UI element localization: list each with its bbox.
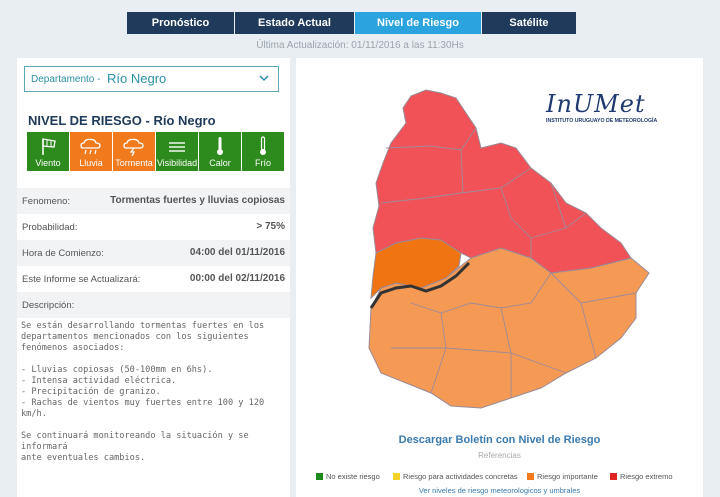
tile-frio[interactable]: Frío <box>242 132 284 171</box>
tile-label: Calor <box>209 158 231 168</box>
risk-map-panel: InUMet INSTITUTO URUGUAYO DE METEOROLOGÍ… <box>296 58 703 497</box>
wind-icon <box>42 138 56 155</box>
department-select[interactable]: Departamento - Río Negro <box>24 66 279 92</box>
tile-label: Lluvia <box>79 158 103 168</box>
tab-nivel-de-riesgo[interactable]: Nivel de Riesgo <box>355 12 481 34</box>
info-value: > 75% <box>256 221 285 232</box>
legend-swatch <box>527 473 534 480</box>
logo-title: InUMet <box>546 90 646 118</box>
tile-label: Tormenta <box>115 158 153 168</box>
thermometer-icon <box>217 137 223 155</box>
info-key: Fenomeno: <box>22 196 71 207</box>
legend-item: No existe riesgo <box>316 472 380 481</box>
info-row-probabilidad: Probabilidad: > 75% <box>17 214 290 240</box>
info-value: 00:00 del 02/11/2016 <box>189 273 285 284</box>
tile-viento[interactable]: Viento <box>27 132 69 171</box>
info-row-hora: Hora de Comienzo: 04:00 del 01/11/2016 <box>17 240 290 266</box>
description-line: - Rachas de vientos muy fuertes entre 10… <box>21 398 265 419</box>
tile-label: Visibilidad <box>156 158 198 168</box>
main-nav: Pronóstico Estado Actual Nivel de Riesgo… <box>127 12 577 34</box>
description-line: - Intensa actividad eléctrica. <box>21 376 177 386</box>
risk-description: Se están desarrollando tormentas fuertes… <box>21 321 287 464</box>
description-line: Se están desarrollando tormentas fuertes… <box>21 321 265 331</box>
map-river <box>369 261 471 309</box>
department-select-label: Departamento - <box>31 74 101 85</box>
fog-icon <box>169 142 185 152</box>
department-select-value: Río Negro <box>107 71 167 86</box>
description-line: ante eventuales cambios. <box>21 453 146 463</box>
description-line: departamentos mencionados con los siguie… <box>21 332 249 342</box>
legend-swatch <box>610 473 617 480</box>
storm-cloud-icon <box>123 138 144 156</box>
description-line: Se continuará monitoreando la situación … <box>21 431 249 452</box>
tab-estado-actual[interactable]: Estado Actual <box>235 12 354 34</box>
thermometer-icon <box>260 136 266 155</box>
legend-label: No existe riesgo <box>326 472 380 481</box>
tile-calor[interactable]: Calor <box>199 132 241 171</box>
legend-item: Riesgo importante <box>527 472 598 481</box>
legend-label: Riesgo para actividades concretas <box>403 472 518 481</box>
description-line: fenómenos asociados: <box>21 343 125 353</box>
info-row-descripcion: Descripción: <box>17 292 290 318</box>
info-key: Hora de Comienzo: <box>22 248 104 259</box>
info-row-actualizara: Este Informe se Actualizará: 00:00 del 0… <box>17 266 290 292</box>
download-bulletin-link[interactable]: Descargar Boletín con Nivel de Riesgo <box>398 434 601 446</box>
info-key: Este Informe se Actualizará: <box>22 274 141 285</box>
tile-tormenta[interactable]: Tormenta <box>113 132 155 171</box>
tile-lluvia[interactable]: Lluvia <box>70 132 112 171</box>
legend-swatch <box>316 473 323 480</box>
logo-subtitle: INSTITUTO URUGUAYO DE METEOROLOGÍA <box>546 118 658 124</box>
info-value: 04:00 del 01/11/2016 <box>189 247 285 258</box>
legend-label: Riesgo importante <box>537 472 598 481</box>
last-update-text: Última Actualización: 01/11/2016 a las 1… <box>256 40 464 51</box>
info-row-fenomeno: Fenomeno: Tormentas fuertes y lluvias co… <box>17 188 290 214</box>
references-label: Referencias <box>478 451 521 460</box>
risk-details-panel: Departamento - Río Negro NIVEL DE RIESGO… <box>17 58 290 497</box>
legend-label: Riesgo extremo <box>620 472 673 481</box>
description-line: - Precipitación de granizo. <box>21 387 161 397</box>
inumet-logo: InUMet INSTITUTO URUGUAYO DE METEOROLOGÍ… <box>544 90 658 128</box>
info-key: Probabilidad: <box>22 222 78 233</box>
chevron-down-icon <box>259 75 269 82</box>
risk-levels-link[interactable]: Ver niveles de riesgo meteorologicos y u… <box>418 486 581 495</box>
legend-item: Riesgo extremo <box>610 472 673 481</box>
tile-visibilidad[interactable]: Visibilidad <box>156 132 198 171</box>
phenomena-tiles: Viento Lluvia Tormenta Visibi <box>27 132 285 171</box>
uruguay-risk-map <box>368 89 650 409</box>
info-key: Descripción: <box>22 300 75 311</box>
risk-heading: NIVEL DE RIESGO - Río Negro <box>28 113 216 128</box>
rain-cloud-icon <box>80 138 101 155</box>
info-value: Tormentas fuertes y lluvias copiosas <box>110 195 285 206</box>
risk-info-table: Fenomeno: Tormentas fuertes y lluvias co… <box>17 188 290 318</box>
tab-pronostico[interactable]: Pronóstico <box>127 12 234 34</box>
tab-satelite[interactable]: Satélite <box>482 12 576 34</box>
legend-swatch <box>393 473 400 480</box>
tile-label: Frío <box>254 158 271 168</box>
tile-label: Viento <box>35 158 61 168</box>
description-line: - Lluvias copiosas (50-100mm en 6hs). <box>21 365 213 375</box>
legend-item: Riesgo para actividades concretas <box>393 472 518 481</box>
